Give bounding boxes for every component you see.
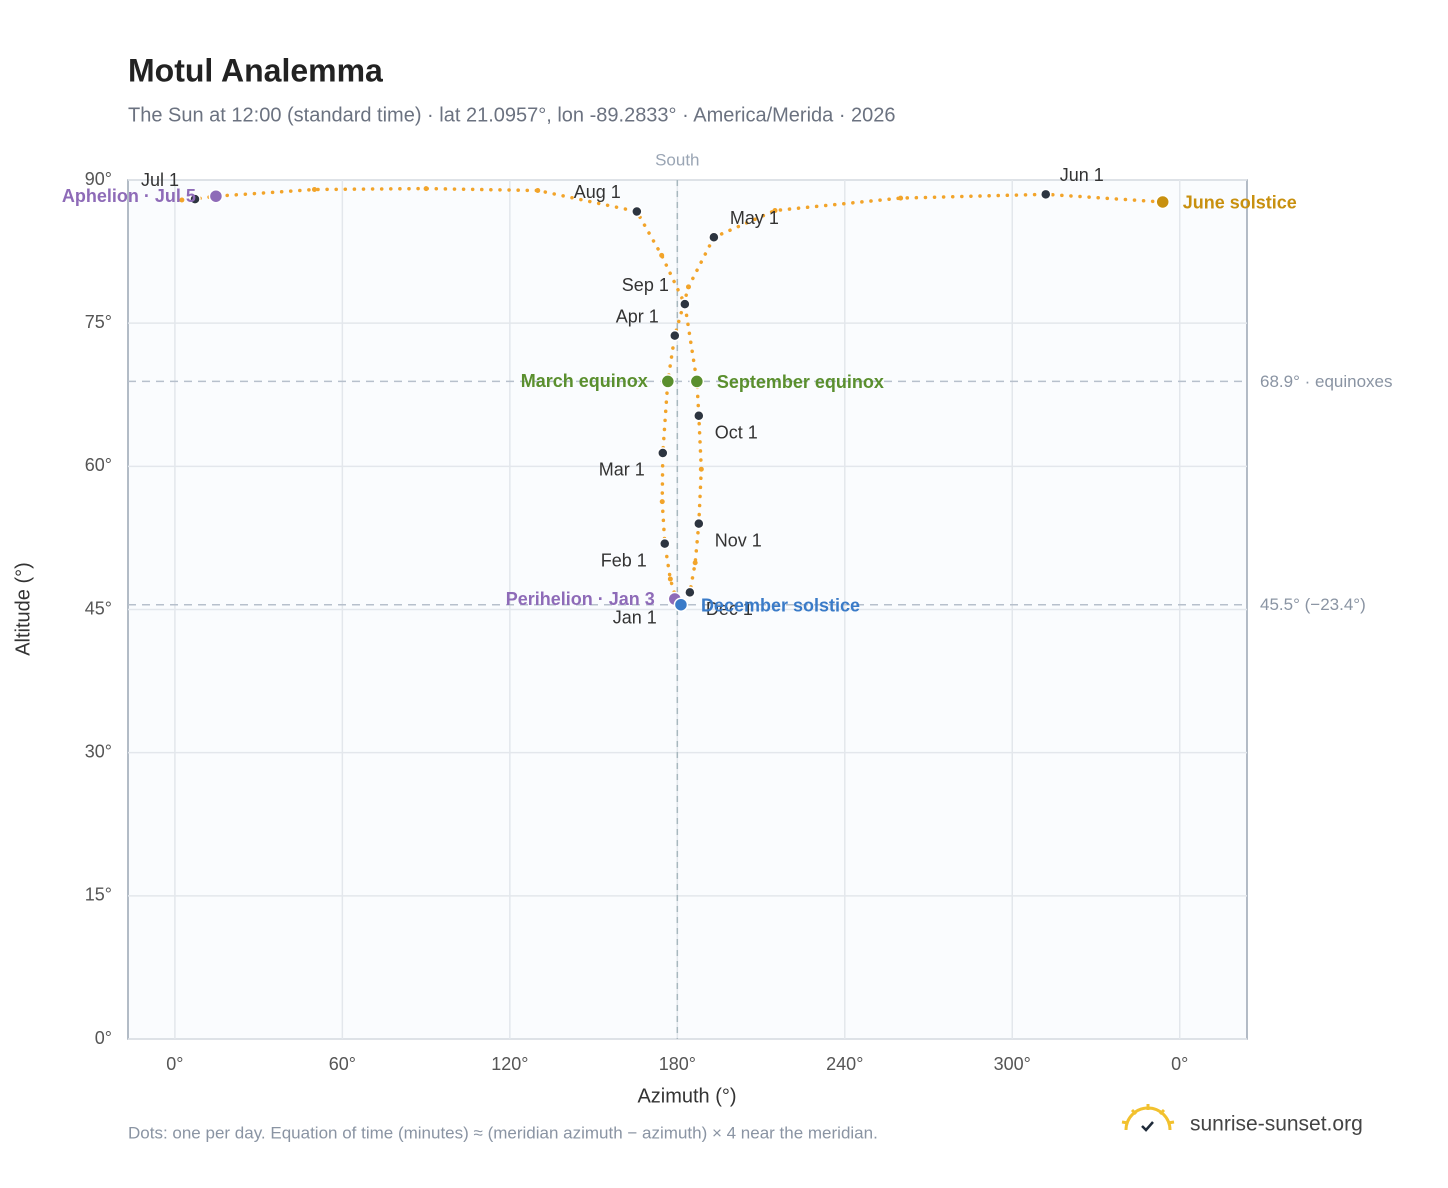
event-label: Aphelion · Jul 5 — [62, 186, 196, 206]
month-label: Feb 1 — [601, 550, 647, 570]
event-label: March equinox — [521, 371, 648, 391]
reference-label: 45.5° (−23.4°) — [1260, 595, 1366, 614]
month-marker — [708, 231, 720, 244]
month-label: Jul 1 — [141, 170, 179, 190]
y-tick-label: 45° — [85, 598, 112, 618]
x-tick-label: 300° — [994, 1054, 1031, 1074]
y-axis-label: Altitude (°) — [12, 562, 34, 656]
month-label: Jun 1 — [1060, 165, 1104, 185]
day-dot — [179, 197, 185, 203]
x-tick-label: 0° — [166, 1054, 183, 1074]
month-label: May 1 — [730, 208, 779, 228]
day-dot — [311, 187, 317, 193]
day-dot — [698, 466, 704, 472]
footnote: Dots: one per day. Equation of time (min… — [128, 1123, 878, 1142]
day-dot — [898, 195, 904, 201]
x-tick-label: 240° — [826, 1054, 863, 1074]
month-marker — [693, 409, 705, 422]
month-marker — [659, 537, 671, 550]
chart-subtitle: The Sun at 12:00 (standard time) · lat 2… — [128, 104, 896, 126]
month-label: Oct 1 — [715, 422, 758, 442]
event-label: Perihelion · Jan 3 — [506, 589, 655, 609]
brand-name: sunrise-sunset.org — [1190, 1113, 1363, 1136]
day-dot — [685, 284, 691, 290]
month-label: Nov 1 — [715, 530, 762, 550]
x-tick-label: 60° — [329, 1054, 356, 1074]
event-marker — [1155, 194, 1170, 210]
reference-label: 68.9° · equinoxes — [1260, 372, 1393, 391]
event-marker — [208, 188, 224, 204]
y-tick-label: 75° — [85, 312, 112, 332]
event-marker — [660, 374, 676, 389]
day-dot — [659, 499, 665, 505]
brand-logo — [1121, 1104, 1175, 1132]
y-tick-label: 30° — [85, 741, 112, 761]
month-marker — [631, 205, 643, 218]
event-label: December solstice — [701, 595, 860, 615]
month-label: Sep 1 — [622, 275, 669, 295]
event-label: September equinox — [717, 372, 884, 392]
x-tick-label: 180° — [659, 1054, 696, 1074]
month-marker — [684, 586, 696, 599]
y-tick-label: 0° — [95, 1028, 112, 1048]
x-axis-label: Azimuth (°) — [637, 1085, 736, 1107]
x-tick-label: 120° — [491, 1054, 528, 1074]
month-marker — [1040, 188, 1052, 201]
month-label: Mar 1 — [599, 460, 645, 480]
month-label: Jan 1 — [613, 608, 657, 628]
month-marker — [679, 298, 691, 310]
month-marker — [189, 193, 201, 205]
event-marker — [673, 597, 689, 612]
day-dot — [772, 208, 778, 214]
chart-title: Motul Analemma — [128, 52, 383, 88]
meridian-label: South — [655, 150, 699, 169]
y-tick-label: 60° — [85, 455, 112, 475]
month-label: Apr 1 — [616, 306, 659, 326]
event-marker — [689, 374, 705, 389]
day-dot — [423, 186, 429, 192]
month-label: Aug 1 — [574, 182, 621, 202]
day-dot — [659, 252, 665, 258]
event-label: June solstice — [1183, 193, 1297, 213]
month-marker — [669, 329, 681, 342]
y-tick-label: 15° — [85, 885, 112, 905]
x-tick-label: 0° — [1171, 1054, 1188, 1074]
day-dot — [667, 576, 673, 582]
day-dot — [535, 187, 541, 193]
month-marker — [657, 447, 669, 459]
day-dot — [692, 560, 698, 566]
y-tick-label: 90° — [85, 169, 112, 189]
month-label: Dec 1 — [706, 599, 753, 619]
month-marker — [693, 517, 705, 530]
